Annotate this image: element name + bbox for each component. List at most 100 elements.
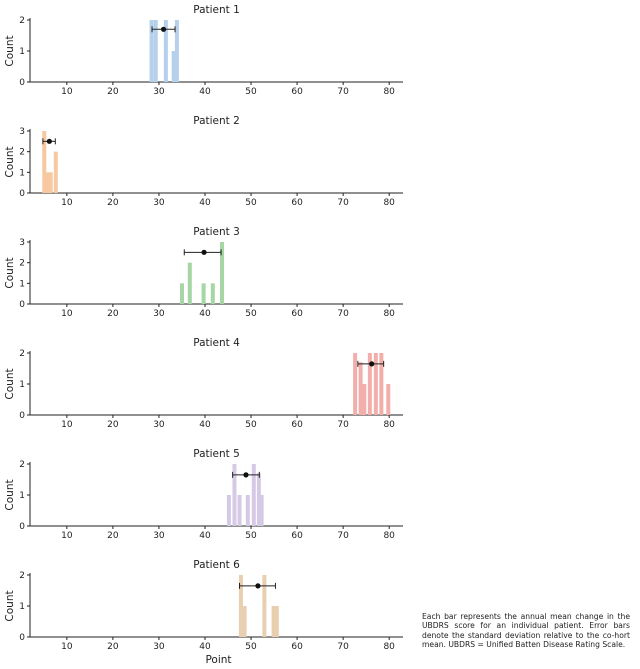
panel-6: Patient 6 Count 0 1 2 10 20 30 40 50 60 70 80 [4, 559, 403, 652]
histogram-bar [220, 242, 225, 304]
histogram-bar [238, 575, 243, 637]
y-axis-label: Count [4, 35, 16, 66]
histogram-bar [149, 20, 154, 82]
mean-point [255, 583, 261, 589]
x-tick-label: 80 [383, 420, 395, 430]
histogram-bar [210, 283, 215, 304]
histogram-bar [179, 283, 184, 304]
histogram-bar [201, 283, 206, 304]
x-tick-label: 20 [107, 642, 119, 652]
histogram-bar [232, 464, 237, 526]
x-tick-label: 30 [153, 420, 165, 430]
histogram-bar [373, 353, 378, 415]
x-tick-label: 30 [153, 87, 165, 97]
panel-title: Patient 4 [193, 337, 240, 349]
x-tick-label: 60 [291, 87, 303, 97]
histogram-bar [274, 606, 279, 637]
panel-2: Patient 2 Count 0 1 2 3 10 20 30 40 50 60 70 80 [4, 115, 403, 208]
x-tick-label: 80 [383, 87, 395, 97]
x-tick-label: 70 [337, 420, 349, 430]
panel-4: Patient 4 Count 0 1 2 10 20 30 40 50 60 70 80 [4, 337, 403, 430]
y-tick-label: 2 [19, 259, 25, 269]
y-tick-label: 3 [19, 238, 25, 248]
y-tick-label: 2 [19, 349, 25, 359]
x-tick-label: 10 [61, 198, 73, 208]
panel-title: Patient 3 [193, 226, 240, 238]
histogram-bar [379, 353, 384, 415]
x-tick-label: 80 [383, 309, 395, 319]
y-tick-label: 2 [19, 460, 25, 470]
x-tick-label: 50 [245, 642, 257, 652]
y-tick-label: 2 [19, 571, 25, 581]
mean-point [201, 249, 207, 255]
figure-caption: Each bar represents the annual mean chan… [422, 612, 630, 649]
x-tick-label: 60 [291, 642, 303, 652]
y-tick-label: 1 [19, 168, 25, 178]
x-tick-label: 80 [383, 642, 395, 652]
y-tick-label: 1 [19, 47, 25, 57]
y-axis-label: Count [4, 368, 16, 399]
mean-point [160, 26, 167, 32]
y-tick-label: 0 [19, 300, 25, 310]
y-tick-label: 0 [19, 522, 25, 532]
histogram-bar [251, 464, 256, 526]
x-tick-label: 40 [199, 642, 211, 652]
y-tick-label: 3 [19, 127, 25, 137]
x-tick-label: 20 [107, 198, 119, 208]
histogram-bar [187, 262, 192, 304]
histogram-bar [358, 362, 363, 415]
histogram-bar [42, 131, 47, 193]
histogram-bar [174, 20, 179, 82]
x-tick-label: 10 [61, 531, 73, 541]
x-tick-label: 70 [337, 87, 349, 97]
histogram-bar [163, 20, 168, 82]
x-tick-label: 20 [107, 87, 119, 97]
x-tick-label: 60 [291, 198, 303, 208]
x-tick-label: 10 [61, 309, 73, 319]
x-tick-label: 50 [245, 87, 257, 97]
x-tick-label: 10 [61, 87, 73, 97]
x-tick-label: 30 [153, 309, 165, 319]
y-tick-label: 0 [19, 189, 25, 199]
histogram-bar [256, 473, 261, 526]
histogram-bar [53, 151, 58, 193]
histogram-bar [242, 606, 247, 637]
histogram-bar [153, 20, 158, 82]
x-tick-label: 20 [107, 420, 119, 430]
histogram-bar [171, 51, 176, 82]
mean-point [369, 361, 375, 367]
histogram-bar [262, 575, 267, 637]
x-tick-label: 50 [245, 309, 257, 319]
histogram-bar [386, 384, 391, 415]
y-tick-label: 0 [19, 78, 25, 88]
panel-title: Patient 2 [193, 115, 240, 127]
histogram-bar [271, 606, 276, 637]
histogram-bar [353, 353, 358, 415]
x-tick-label: 30 [153, 531, 165, 541]
x-tick-label: 80 [383, 198, 395, 208]
x-tick-label: 10 [61, 642, 73, 652]
y-axis-label: Count [4, 257, 16, 288]
panel-3: Patient 3 Count 0 1 2 3 10 20 30 40 50 60 70 80 [4, 226, 403, 319]
panel-5: Patient 5 Count 0 1 2 10 20 30 40 50 60 70 80 [4, 448, 403, 541]
y-axis-label: Count [4, 479, 16, 510]
x-tick-label: 60 [291, 420, 303, 430]
y-tick-label: 1 [19, 279, 25, 289]
y-axis-label: Count [4, 590, 16, 621]
x-tick-label: 50 [245, 531, 257, 541]
x-tick-label: 50 [245, 420, 257, 430]
x-tick-label: 40 [199, 87, 211, 97]
x-tick-label: 70 [337, 531, 349, 541]
panel-1: Patient 1 Count 0 1 2 10 20 30 40 50 60 70 80 [4, 4, 403, 97]
y-tick-label: 2 [19, 148, 25, 158]
x-tick-label: 50 [245, 198, 257, 208]
x-tick-label: 80 [383, 531, 395, 541]
histogram-bar [48, 172, 53, 193]
x-tick-label: 20 [107, 309, 119, 319]
x-tick-label: 60 [291, 531, 303, 541]
histogram-bar [245, 495, 250, 526]
histogram-bar [45, 172, 50, 193]
histogram-bar [367, 353, 372, 415]
x-tick-label: 40 [199, 531, 211, 541]
x-tick-label: 60 [291, 309, 303, 319]
